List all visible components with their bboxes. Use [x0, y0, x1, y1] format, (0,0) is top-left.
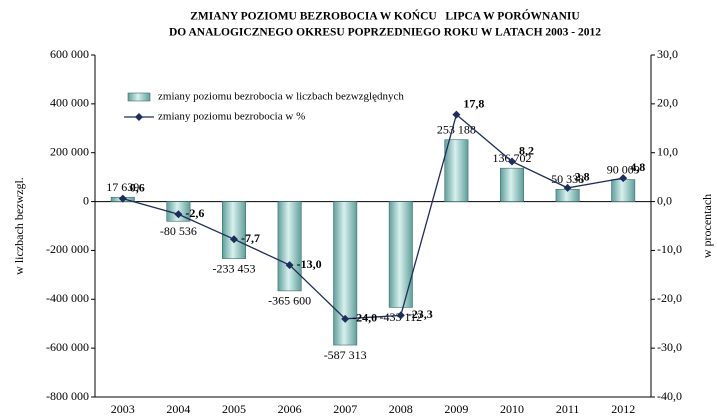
bar: [500, 167, 524, 202]
x-tick-label: 2003: [111, 402, 135, 416]
x-tick-label: 2004: [166, 402, 190, 416]
y2-tick-label: -40,0: [657, 389, 682, 403]
data-label: 0,6: [130, 180, 145, 194]
y2-axis-label: w procentach: [700, 194, 714, 258]
marker: [452, 110, 461, 119]
data-label: -13,0: [297, 257, 322, 271]
x-tick-label: 2011: [556, 402, 580, 416]
chart-title: DO ANALOGICZNEGO OKRESU POPRZEDNIEGO ROK…: [169, 27, 601, 39]
bar: [277, 201, 302, 292]
legend-marker: [135, 113, 143, 121]
x-tick-label: 2009: [444, 402, 468, 416]
marker: [508, 157, 516, 166]
y-tick-label: -400 000: [46, 291, 89, 305]
marker: [619, 174, 628, 183]
bar: [222, 201, 246, 259]
bar: [388, 201, 413, 308]
y-tick-label: 200 000: [50, 144, 89, 158]
bar: [333, 201, 358, 346]
marker: [174, 210, 183, 219]
data-label: 253 188: [437, 122, 476, 136]
data-label: 90 009: [607, 162, 640, 176]
legend-label: zmiany poziomu bezrobocia w liczbach bez…: [158, 91, 404, 103]
data-label: 4,8: [630, 160, 645, 174]
y-axis-label: w liczbach bezwzgl.: [12, 177, 26, 275]
y-tick-label: -600 000: [46, 340, 89, 354]
data-label: -233 453: [213, 261, 256, 275]
y2-tick-label: 20,0: [657, 96, 678, 110]
data-label: -2,6: [185, 206, 204, 220]
legend-swatch: [127, 92, 151, 102]
chart-title: ZMIANY POZIOMU BEZROBOCIA W KOŃCU LIPCA …: [190, 9, 580, 23]
x-tick-label: 2012: [611, 402, 635, 416]
y-tick-label: -800 000: [46, 389, 89, 403]
x-tick-label: 2007: [333, 402, 357, 416]
data-label: -365 600: [268, 294, 311, 308]
y2-tick-label: 30,0: [657, 47, 678, 61]
marker: [396, 311, 405, 320]
y2-tick-label: 10,0: [657, 144, 678, 158]
marker: [118, 194, 127, 203]
marker: [230, 235, 238, 244]
y2-tick-label: -20,0: [657, 291, 682, 305]
data-label: -7,7: [241, 231, 260, 245]
x-tick-label: 2008: [389, 402, 413, 416]
y2-tick-label: -10,0: [657, 242, 682, 256]
data-label: 17,8: [463, 96, 484, 110]
bar: [444, 139, 469, 202]
legend-label: zmiany poziomu bezrobocia w %: [158, 111, 305, 123]
data-label: -23,3: [408, 307, 433, 321]
marker: [341, 314, 350, 323]
y2-tick-label: 0,0: [657, 193, 672, 207]
y-tick-label: -200 000: [46, 242, 89, 256]
data-label: 8,2: [519, 143, 534, 157]
data-label: 50 338: [551, 172, 584, 186]
y-tick-label: 400 000: [50, 96, 89, 110]
y-tick-label: 0: [83, 193, 89, 207]
y-tick-label: 600 000: [50, 47, 89, 61]
x-tick-label: 2006: [278, 402, 302, 416]
marker: [563, 183, 572, 192]
marker: [285, 261, 294, 270]
data-label: 17 639: [106, 180, 139, 194]
line: [122, 113, 624, 320]
data-label: -80 536: [160, 224, 197, 238]
data-label: -24,0: [352, 311, 377, 325]
x-tick-label: 2010: [500, 402, 524, 416]
y2-tick-label: -30,0: [657, 340, 682, 354]
data-label: -587 313: [324, 348, 367, 362]
data-label: 2,8: [575, 170, 590, 184]
x-tick-label: 2005: [222, 402, 246, 416]
bar: [611, 179, 636, 202]
